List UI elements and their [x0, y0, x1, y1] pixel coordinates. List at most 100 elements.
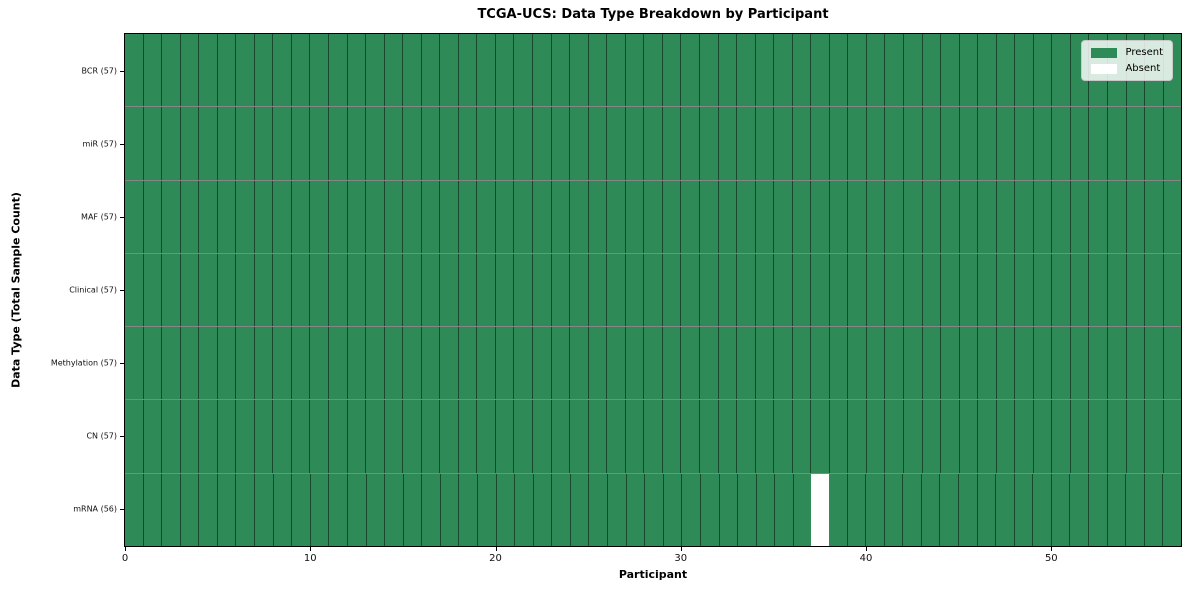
heatmap-cell-present — [309, 107, 329, 180]
heatmap-cell-present — [717, 34, 737, 107]
heatmap-cell-present — [940, 327, 959, 400]
heatmap-cell-present — [1106, 400, 1126, 473]
heatmap-cell-present — [272, 253, 291, 327]
heatmap-cell-present — [1106, 327, 1126, 400]
heatmap-cell-present — [995, 107, 1015, 180]
heatmap-cell-present — [1143, 473, 1163, 546]
heatmap-cell-present — [736, 180, 755, 253]
heatmap-cell-present — [125, 180, 143, 253]
heatmap-cell-present — [995, 34, 1015, 107]
heatmap-cell-present — [754, 107, 774, 180]
heatmap-cell-present — [550, 253, 570, 327]
heatmap-cell-present — [847, 253, 866, 327]
heatmap-cell-present — [977, 400, 996, 473]
heatmap-cell-present — [125, 473, 143, 546]
heatmap-cell-present — [550, 180, 570, 253]
heatmap-cell-present — [161, 34, 180, 107]
heatmap-cell-present — [846, 473, 866, 546]
heatmap-cell-present — [532, 34, 551, 107]
heatmap-cell-present — [607, 473, 626, 546]
heatmap-cell-present — [457, 107, 477, 180]
heatmap-cell-present — [884, 253, 903, 327]
heatmap-cell-present — [161, 180, 180, 253]
heatmap-cell-present — [272, 473, 292, 546]
heatmap-cell-present — [161, 107, 180, 180]
heatmap-cell-present — [587, 253, 607, 327]
heatmap-cell-present — [142, 327, 162, 400]
heatmap-cell-present — [644, 473, 663, 546]
heatmap-row — [125, 106, 1182, 180]
heatmap-cell-present — [865, 473, 884, 546]
heatmap-cell-present — [216, 34, 236, 107]
heatmap-cell-present — [1088, 180, 1107, 253]
heatmap-cell-present — [774, 473, 793, 546]
heatmap-cell-present — [476, 34, 495, 107]
heatmap-cell-present — [643, 400, 662, 473]
heatmap-cell-present — [661, 253, 681, 327]
heatmap-cell-present — [1032, 327, 1052, 400]
heatmap-cell-present — [402, 253, 421, 327]
legend-entry-present: Present — [1091, 47, 1163, 58]
heatmap-cell-present — [940, 253, 959, 327]
heatmap-cell-present — [513, 34, 533, 107]
heatmap-cell-present — [921, 34, 941, 107]
heatmap-cell-present — [1069, 180, 1089, 253]
heatmap-cell-present — [1069, 107, 1089, 180]
heatmap-cell-present — [587, 400, 607, 473]
heatmap-cell-present — [681, 473, 700, 546]
heatmap-cell-present — [791, 253, 811, 327]
heatmap-cell-present — [1144, 327, 1163, 400]
heatmap-cell-present — [680, 253, 699, 327]
heatmap-cell-present — [1144, 180, 1163, 253]
heatmap-cell-present — [365, 180, 384, 253]
heatmap-cell-present — [253, 34, 273, 107]
heatmap-cell-present — [402, 400, 421, 473]
y-tick-label: mRNA (56) — [73, 504, 117, 514]
heatmap-cell-present — [328, 107, 347, 180]
heatmap-cell-present — [828, 327, 848, 400]
heatmap-cell-present — [884, 400, 903, 473]
x-tick-label: 20 — [489, 553, 502, 564]
heatmap-cell-present — [290, 180, 310, 253]
heatmap-cell-present — [737, 473, 756, 546]
heatmap-cell-present — [550, 327, 570, 400]
heatmap-cell-present — [977, 34, 996, 107]
heatmap-cell-present — [365, 107, 384, 180]
heatmap-cell-present — [828, 253, 848, 327]
heatmap-cell-present — [494, 180, 514, 253]
heatmap-cell-present — [272, 34, 291, 107]
heatmap-cell-present — [736, 34, 755, 107]
heatmap-row — [125, 34, 1182, 107]
heatmap-cell-present — [606, 400, 625, 473]
y-tick-label: Methylation (57) — [50, 358, 117, 368]
heatmap-cell-present — [624, 327, 644, 400]
heatmap-cell-present — [847, 107, 866, 180]
heatmap-cell-present — [587, 107, 607, 180]
heatmap-cell-present — [458, 473, 477, 546]
heatmap-cell-present — [1069, 473, 1089, 546]
heatmap-cell-present — [1032, 107, 1052, 180]
heatmap-cell-present — [587, 34, 607, 107]
x-tick-label: 0 — [121, 553, 129, 564]
heatmap-cell-present — [940, 107, 959, 180]
heatmap-cell-present — [754, 327, 774, 400]
heatmap-cell-present — [1125, 180, 1145, 253]
heatmap-cell-present — [643, 34, 662, 107]
x-tick-mark — [1051, 547, 1053, 551]
heatmap-cell-present — [142, 473, 162, 546]
heatmap-cell-present — [365, 400, 384, 473]
heatmap-cell-present — [254, 473, 273, 546]
heatmap-cell-present — [1106, 107, 1126, 180]
heatmap-cell-present — [791, 180, 811, 253]
heatmap-cell-present — [958, 253, 978, 327]
heatmap-cell-present — [1106, 473, 1126, 546]
heatmap-cell-present — [828, 107, 848, 180]
heatmap-cell-present — [624, 34, 644, 107]
heatmap-cell-present — [755, 473, 775, 546]
heatmap-cell-present — [494, 34, 514, 107]
heatmap-cell-present — [698, 327, 718, 400]
heatmap-cell-present — [791, 34, 811, 107]
heatmap-cell-present — [718, 473, 738, 546]
heatmap-cell-present — [940, 34, 959, 107]
heatmap-cell-present — [662, 473, 682, 546]
